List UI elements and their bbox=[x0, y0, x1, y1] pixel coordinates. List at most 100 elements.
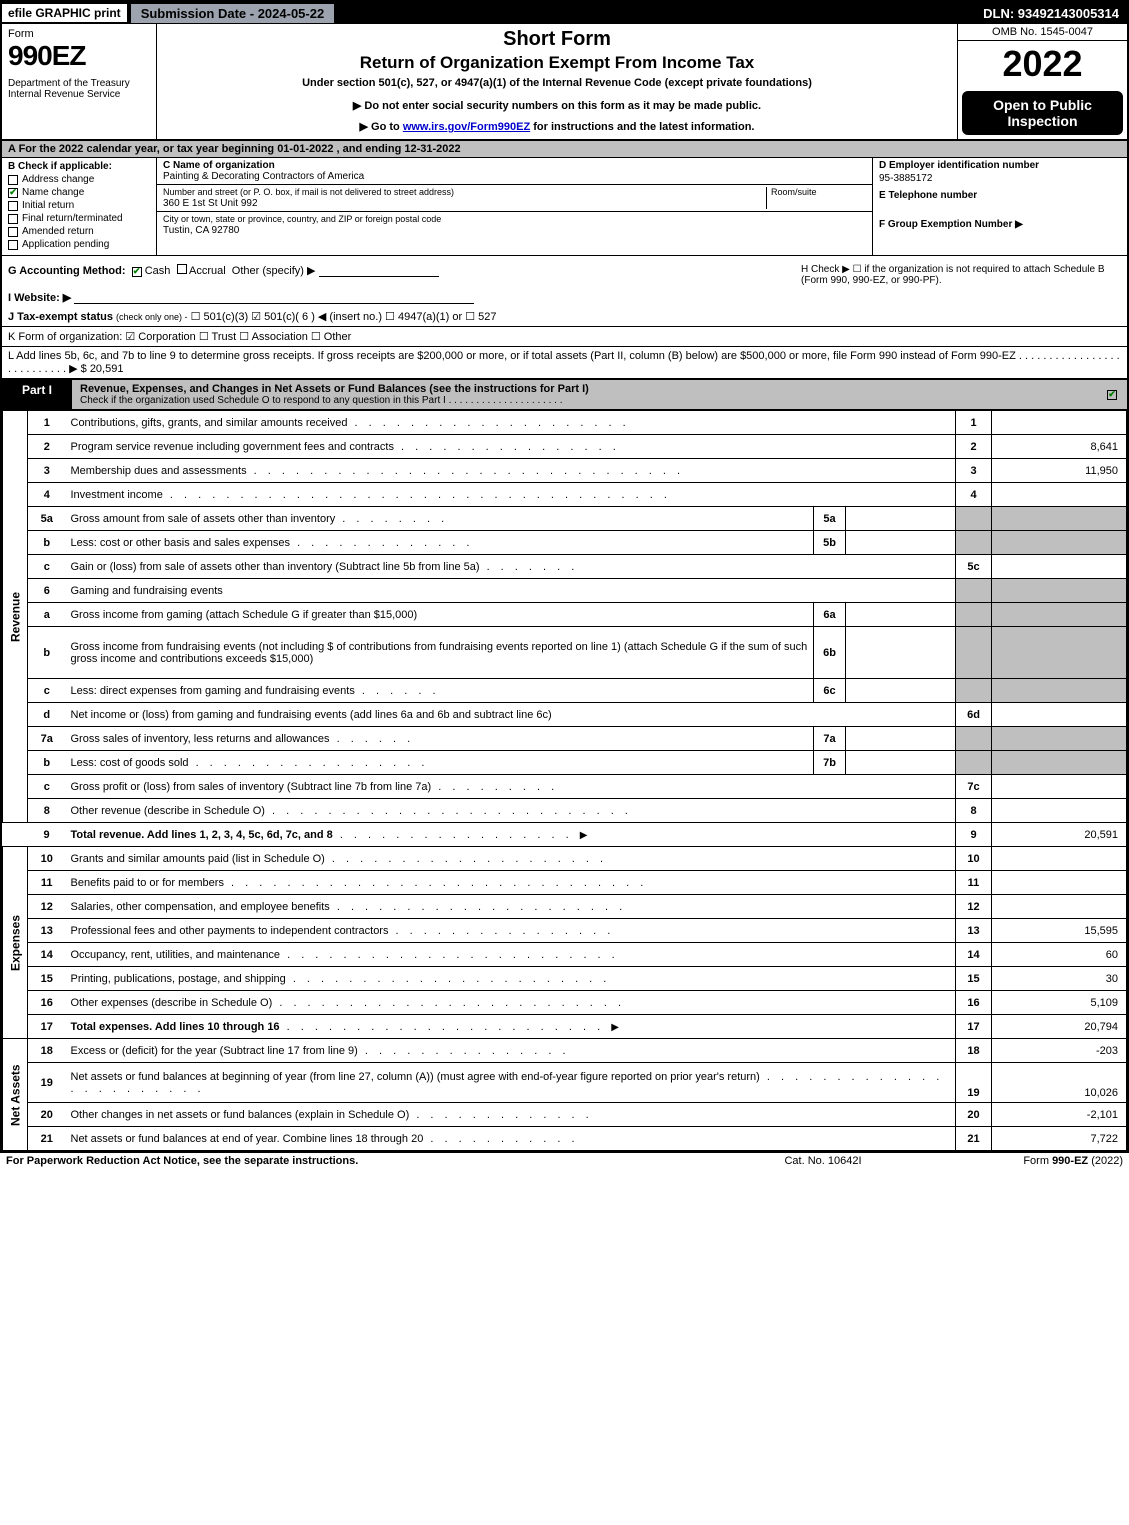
shade-cell bbox=[956, 603, 992, 627]
footer-form-pre: Form bbox=[1023, 1155, 1052, 1167]
subline-label: 7b bbox=[814, 751, 846, 775]
line-9: 9 Total revenue. Add lines 1, 2, 3, 4, 5… bbox=[3, 823, 1127, 847]
shade-cell bbox=[992, 751, 1127, 775]
accrual-label: Accrual bbox=[189, 265, 226, 277]
line-num: 12 bbox=[28, 895, 66, 919]
line-desc: Gross amount from sale of assets other t… bbox=[71, 513, 336, 525]
chk-application-pending[interactable]: Application pending bbox=[8, 239, 150, 250]
line-rnum: 19 bbox=[956, 1063, 992, 1103]
subline-value bbox=[846, 603, 956, 627]
line-rval bbox=[992, 775, 1127, 799]
line-rnum: 3 bbox=[956, 459, 992, 483]
line-desc: Gross income from gaming (attach Schedul… bbox=[66, 603, 814, 627]
chk-initial-return[interactable]: Initial return bbox=[8, 200, 150, 211]
arrow-icon bbox=[607, 1021, 619, 1033]
line-num: 2 bbox=[28, 435, 66, 459]
chk-label: Amended return bbox=[22, 226, 94, 237]
line-rnum: 15 bbox=[956, 967, 992, 991]
line-4: 4 Investment income . . . . . . . . . . … bbox=[3, 483, 1127, 507]
line-desc: Benefits paid to or for members bbox=[71, 877, 224, 889]
city-value: Tustin, CA 92780 bbox=[163, 225, 239, 236]
chk-label: Address change bbox=[22, 174, 94, 185]
chk-label: Final return/terminated bbox=[22, 213, 123, 224]
subline-label: 6a bbox=[814, 603, 846, 627]
line-2: 2 Program service revenue including gove… bbox=[3, 435, 1127, 459]
form-number: 990EZ bbox=[8, 40, 150, 72]
subline-label: 6b bbox=[814, 627, 846, 679]
section-l-text: L Add lines 5b, 6c, and 7b to line 9 to … bbox=[8, 350, 1016, 362]
irs-link[interactable]: www.irs.gov/Form990EZ bbox=[403, 121, 530, 133]
line-desc: Gaming and fundraising events bbox=[66, 579, 956, 603]
subline-value bbox=[846, 727, 956, 751]
page-footer: For Paperwork Reduction Act Notice, see … bbox=[0, 1153, 1129, 1169]
line-rnum: 7c bbox=[956, 775, 992, 799]
tax-exempt-options: ☐ 501(c)(3) ☑ 501(c)( 6 ) ◀ (insert no.)… bbox=[191, 311, 497, 323]
header-title-block: Short Form Return of Organization Exempt… bbox=[157, 24, 957, 139]
line-11: 11 Benefits paid to or for members . . .… bbox=[3, 871, 1127, 895]
dln-label: DLN: 93492143005314 bbox=[975, 4, 1127, 23]
line-19: 19 Net assets or fund balances at beginn… bbox=[3, 1063, 1127, 1103]
line-desc: Less: cost or other basis and sales expe… bbox=[71, 537, 291, 549]
part-i-schedule-o-check[interactable] bbox=[1097, 380, 1127, 409]
chk-cash[interactable] bbox=[132, 267, 142, 277]
form-word: Form bbox=[8, 28, 150, 40]
line-num: 1 bbox=[28, 411, 66, 435]
chk-final-return[interactable]: Final return/terminated bbox=[8, 213, 150, 224]
line-rval bbox=[992, 555, 1127, 579]
dots: . . . . . . . . . . . . . . . . . . . . … bbox=[449, 395, 563, 406]
section-a-tax-year: A For the 2022 calendar year, or tax yea… bbox=[2, 141, 1127, 158]
line-rnum: 8 bbox=[956, 799, 992, 823]
line-rnum: 18 bbox=[956, 1039, 992, 1063]
tax-exempt-sm: (check only one) - bbox=[116, 312, 188, 322]
section-i-website: I Website: ▶ bbox=[2, 288, 1127, 307]
line-1: Revenue 1 Contributions, gifts, grants, … bbox=[3, 411, 1127, 435]
line-desc: Excess or (deficit) for the year (Subtra… bbox=[71, 1045, 358, 1057]
ein-label: D Employer identification number bbox=[879, 160, 1121, 171]
line-rval bbox=[992, 799, 1127, 823]
line-num: b bbox=[28, 751, 66, 775]
subline-value bbox=[846, 531, 956, 555]
line-num: 7a bbox=[28, 727, 66, 751]
line-desc: Salaries, other compensation, and employ… bbox=[71, 901, 330, 913]
header-left: Form 990EZ Department of the Treasury In… bbox=[2, 24, 157, 139]
line-rval: 20,591 bbox=[992, 823, 1127, 847]
line-num: b bbox=[28, 627, 66, 679]
tax-year: 2022 bbox=[958, 41, 1127, 87]
section-b-header: B Check if applicable: bbox=[8, 161, 150, 172]
website-input-line[interactable] bbox=[74, 292, 474, 304]
footer-form-bold: 990-EZ bbox=[1052, 1155, 1088, 1167]
shade-cell bbox=[992, 727, 1127, 751]
section-g: G Accounting Method: Cash Accrual Other … bbox=[8, 264, 801, 286]
chk-accrual[interactable] bbox=[177, 264, 187, 274]
other-specify-line[interactable] bbox=[319, 265, 439, 277]
line-desc-bold: Total revenue. Add lines 1, 2, 3, 4, 5c,… bbox=[71, 829, 333, 841]
shade-cell bbox=[956, 679, 992, 703]
line-desc: Gross profit or (loss) from sales of inv… bbox=[71, 781, 432, 793]
section-l-gross-receipts: L Add lines 5b, 6c, and 7b to line 9 to … bbox=[2, 347, 1127, 378]
line-desc: Net income or (loss) from gaming and fun… bbox=[66, 703, 956, 727]
chk-amended-return[interactable]: Amended return bbox=[8, 226, 150, 237]
line-rval: 7,722 bbox=[992, 1127, 1127, 1151]
line-16: 16 Other expenses (describe in Schedule … bbox=[3, 991, 1127, 1015]
chk-label: Name change bbox=[22, 187, 84, 198]
subline-label: 5a bbox=[814, 507, 846, 531]
line-desc: Net assets or fund balances at end of ye… bbox=[71, 1133, 424, 1145]
form-header: Form 990EZ Department of the Treasury In… bbox=[2, 24, 1127, 141]
section-c-name-address: C Name of organization Painting & Decora… bbox=[157, 158, 872, 255]
chk-name-change[interactable]: Name change bbox=[8, 187, 150, 198]
line-desc: Occupancy, rent, utilities, and maintena… bbox=[71, 949, 281, 961]
line-desc: Less: direct expenses from gaming and fu… bbox=[71, 685, 355, 697]
line-num: d bbox=[28, 703, 66, 727]
line-rval: 20,794 bbox=[992, 1015, 1127, 1039]
arrow-icon bbox=[576, 829, 588, 841]
subtitle-ssn-warning: ▶ Do not enter social security numbers o… bbox=[165, 99, 949, 112]
chk-address-change[interactable]: Address change bbox=[8, 174, 150, 185]
section-ghijkl: G Accounting Method: Cash Accrual Other … bbox=[2, 256, 1127, 379]
efile-print-label[interactable]: efile GRAPHIC print bbox=[2, 4, 127, 22]
line-desc: Grants and similar amounts paid (list in… bbox=[71, 853, 325, 865]
line-desc: Contributions, gifts, grants, and simila… bbox=[71, 417, 348, 429]
line-rval bbox=[992, 411, 1127, 435]
line-rval bbox=[992, 703, 1127, 727]
shade-cell bbox=[956, 579, 992, 603]
subline-value bbox=[846, 627, 956, 679]
